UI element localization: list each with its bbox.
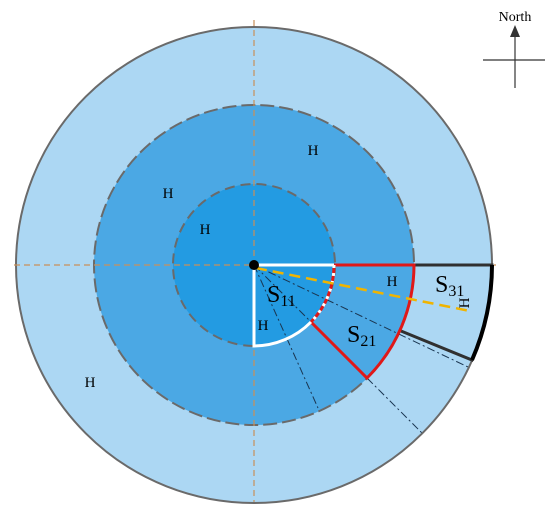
h-marker-icon: H — [387, 274, 398, 290]
sector-label-s21-sub: 21 — [360, 333, 376, 350]
sector-s21-outline — [309, 263, 416, 381]
sector-label-s31-base: S — [435, 272, 448, 298]
radial-line-3 — [253, 264, 469, 368]
sector-label-s11-sub: 11 — [280, 293, 295, 310]
h-marker-icon: H — [457, 297, 473, 308]
h-markers: H H H H H H H — [85, 143, 473, 391]
sector-label-s31-sub: 31 — [448, 283, 464, 300]
sector-s21-inner-arc-dots — [309, 264, 336, 324]
sector-label-s21: S21 — [347, 322, 376, 350]
sector-s11-outline — [252, 263, 334, 348]
radial-line-1 — [253, 264, 319, 409]
center-point — [249, 260, 259, 270]
sector-label-s21-base: S — [347, 322, 360, 348]
h-marker-icon: H — [308, 143, 319, 159]
h-marker-icon: H — [258, 318, 269, 334]
h-marker-icon: H — [85, 375, 96, 391]
compass: North — [483, 10, 545, 88]
sector-label-s11: S11 — [267, 282, 296, 310]
sector-s31-outer-arc — [470, 264, 494, 361]
compass-label: North — [499, 10, 532, 25]
north-arrow-icon — [483, 25, 545, 88]
h-marker-icon: H — [163, 186, 174, 202]
sector-label-s31: S31 — [435, 272, 464, 300]
h-marker-icon: H — [200, 222, 211, 238]
direction-line — [255, 266, 471, 313]
sector-label-s11-base: S — [267, 282, 280, 308]
